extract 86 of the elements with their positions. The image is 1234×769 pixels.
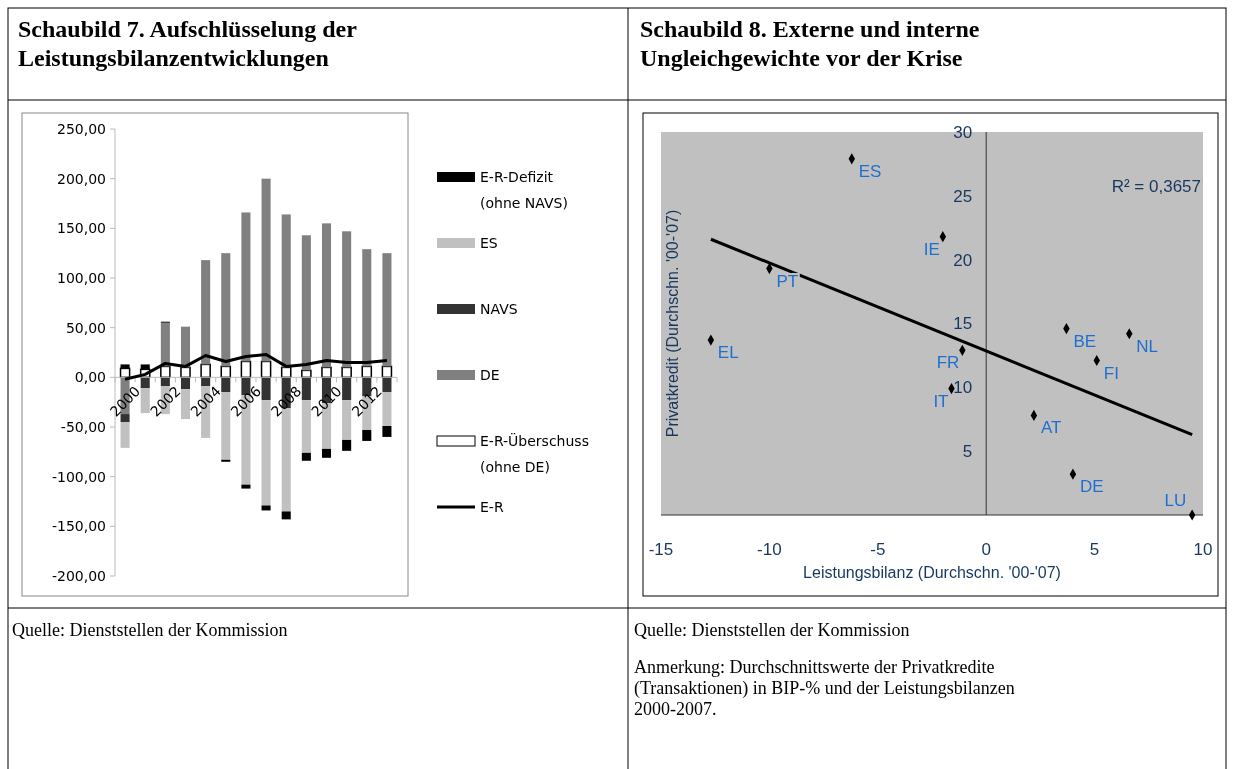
annotation: IT xyxy=(933,391,949,411)
bar xyxy=(261,400,271,506)
legend-label: E-R xyxy=(480,499,504,515)
legend-label: DE xyxy=(480,367,500,383)
bar xyxy=(342,231,352,368)
y-tick-label: 25 xyxy=(953,186,973,206)
bar xyxy=(261,377,271,401)
source-note: Quelle: Dienststellen der Kommission xyxy=(12,620,288,640)
bar xyxy=(241,484,251,489)
y-tick-label: 15 xyxy=(953,314,973,334)
bar xyxy=(382,426,392,437)
line-series xyxy=(123,352,389,381)
legend-label: ES xyxy=(480,235,498,251)
y-tick-label: -200,00 xyxy=(51,567,106,584)
y-tick-label: -100,00 xyxy=(51,468,106,485)
annotation: FI xyxy=(1103,363,1119,383)
annotation: DE xyxy=(1079,477,1104,497)
y-tick-label: -150,00 xyxy=(51,518,106,535)
chart-title: Schaubild 7. Aufschlüsselung der Leistungsbilanzentwicklungen xyxy=(18,16,358,71)
chart-title: Schaubild 8. Externe und interne Ungleichgewichte vor der Krise xyxy=(640,16,980,71)
bar xyxy=(140,377,150,389)
annotation: FR xyxy=(936,353,960,373)
bar xyxy=(120,422,130,448)
bar xyxy=(382,392,392,427)
annotation: PT xyxy=(776,271,799,291)
y-tick-label: 0,00 xyxy=(74,369,106,386)
x-tick-label: 10 xyxy=(1193,540,1213,559)
bar xyxy=(382,377,392,393)
bar xyxy=(301,377,311,401)
x-tick-label: -10 xyxy=(757,540,782,559)
bar xyxy=(180,389,191,420)
bar xyxy=(160,322,170,367)
legend-label: E-R-Überschuss (ohne DE) xyxy=(480,432,589,475)
bar xyxy=(362,249,372,367)
bar xyxy=(382,253,392,367)
x-tick-label: 0 xyxy=(981,540,991,559)
bar xyxy=(221,253,231,367)
legend-label: E-R-Defizit (ohne NAVS) xyxy=(480,169,568,211)
y-axis-title: Privatkredit (Durchschn. '00-'07) xyxy=(664,209,681,438)
bar xyxy=(200,363,211,379)
source-note: Quelle: Dienststellen der Kommission xyxy=(634,620,910,640)
bar xyxy=(180,377,191,390)
y-tick-label: 5 xyxy=(962,442,973,462)
x-tick-label: 5 xyxy=(1089,540,1100,559)
bar xyxy=(140,388,150,414)
annotation: EL xyxy=(717,343,739,363)
y-tick-label: 200,00 xyxy=(57,170,106,187)
bar xyxy=(180,326,191,368)
annotation: NL xyxy=(1136,336,1159,356)
y-tick-label: 100,00 xyxy=(57,269,106,286)
bar xyxy=(362,429,372,441)
bar xyxy=(221,392,231,460)
bar xyxy=(342,439,352,451)
bar xyxy=(301,235,311,371)
y-tick-label: 50,00 xyxy=(65,319,106,336)
bar xyxy=(201,260,211,365)
bar xyxy=(321,223,332,368)
bar xyxy=(341,366,352,379)
x-axis-title: Leistungsbilanz (Durchschn. '00-'07) xyxy=(803,564,1061,581)
annotation: R² = 0,3657 xyxy=(1111,177,1201,196)
y-tick-label: -50,00 xyxy=(60,418,106,435)
bar xyxy=(342,377,352,401)
bar xyxy=(321,366,332,379)
x-tick-label: -5 xyxy=(870,540,886,559)
y-tick-label: 20 xyxy=(953,250,973,270)
bar xyxy=(301,400,311,453)
y-tick-label: 250,00 xyxy=(57,120,106,137)
annotation: AT xyxy=(1040,418,1062,438)
bar xyxy=(261,178,271,362)
y-tick-label: 150,00 xyxy=(57,220,106,237)
y-tick-label: 30 xyxy=(953,122,973,142)
bar xyxy=(342,400,352,440)
bar xyxy=(281,511,291,520)
bar xyxy=(281,214,291,368)
annotation: ES xyxy=(858,161,882,181)
annotation: BE xyxy=(1073,331,1097,351)
annotation: IE xyxy=(923,239,940,259)
bar xyxy=(221,377,231,393)
text: Anmerkung: Durchschnittswerte der Privatkredite (Transaktionen) in BIP-% und der Leistungsbilanzen 2000-2007. xyxy=(634,657,1015,719)
bar xyxy=(261,505,271,511)
bar xyxy=(321,448,332,458)
annotation: LU xyxy=(1164,491,1187,510)
bar xyxy=(241,212,251,362)
bar xyxy=(301,452,311,461)
legend-label: NAVS xyxy=(480,301,518,317)
x-tick-label: -15 xyxy=(648,540,674,559)
